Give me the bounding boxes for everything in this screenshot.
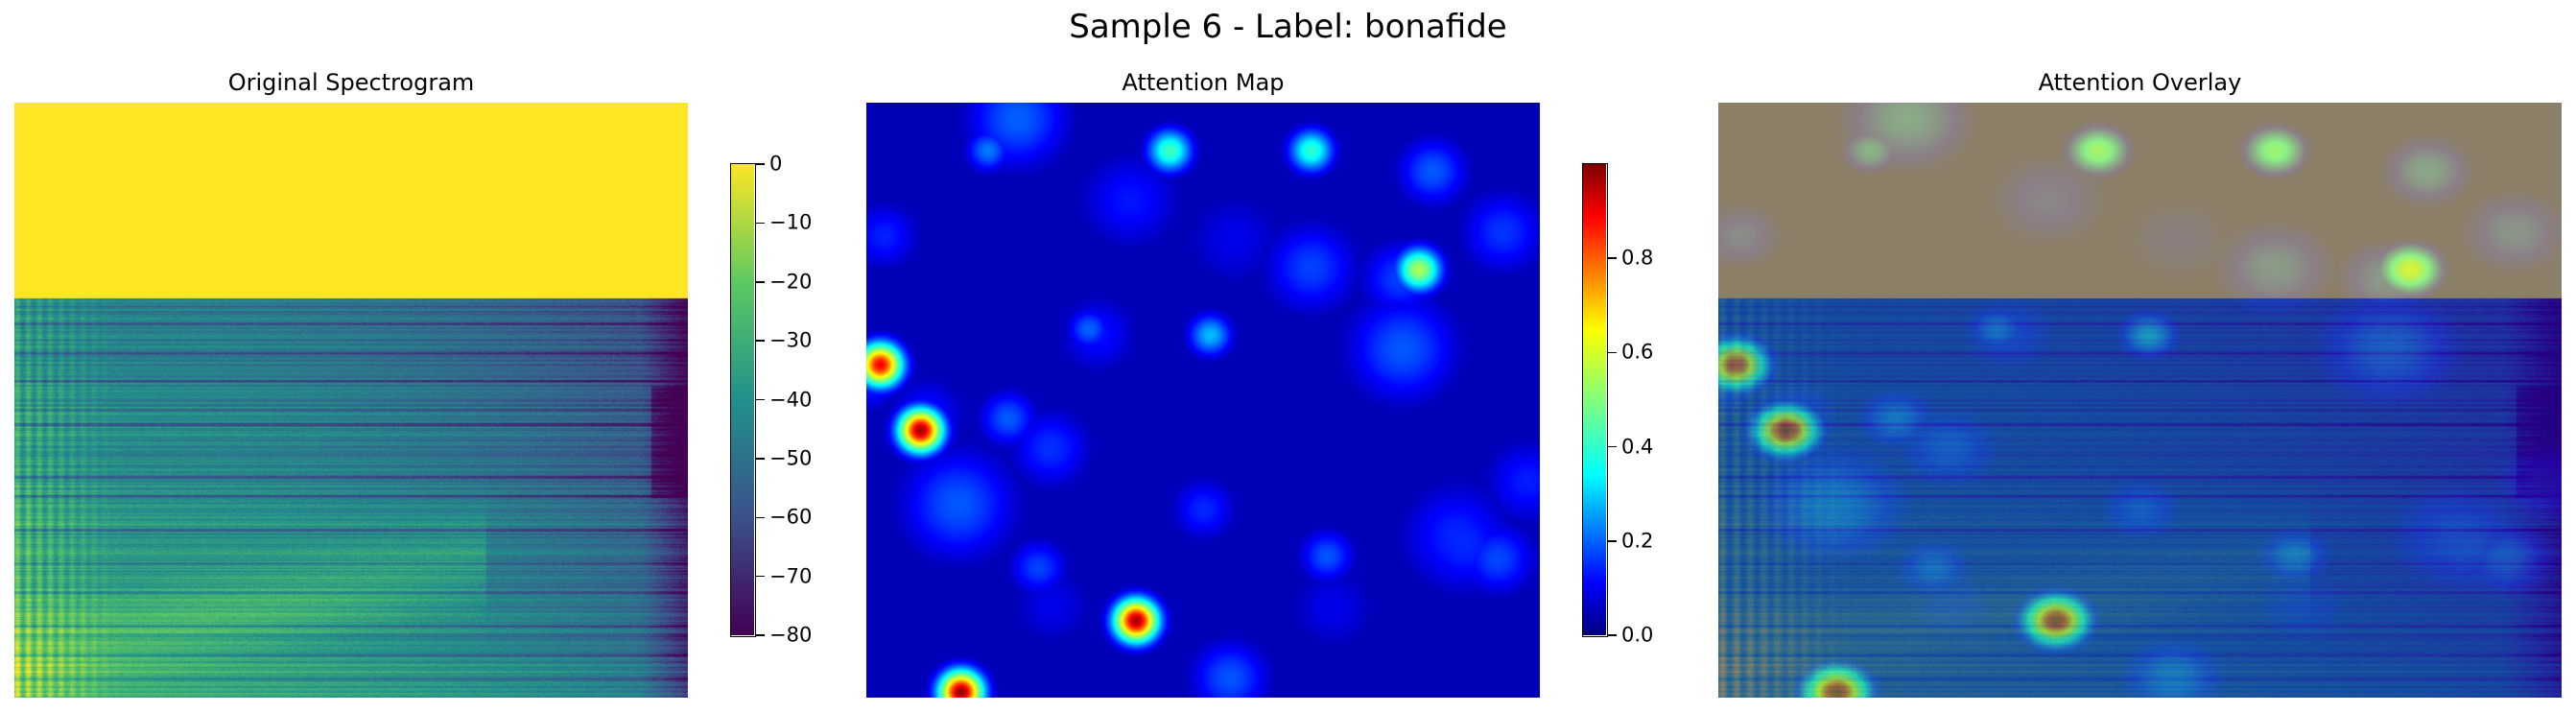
colorbar-tick-label: −60 <box>769 505 813 529</box>
attention-colorbar <box>1582 163 1608 637</box>
colorbar-tick <box>756 398 765 401</box>
colorbar-tick-label: −20 <box>769 270 813 294</box>
colorbar-tick <box>756 575 765 578</box>
colorbar-tick-label: −70 <box>769 564 813 588</box>
colorbar-tick-label: −40 <box>769 388 813 411</box>
colorbar-tick <box>756 516 765 518</box>
spectrogram-image <box>14 103 688 698</box>
attention-overlay-title: Attention Overlay <box>2038 69 2242 96</box>
colorbar-tick-label: −10 <box>769 210 813 234</box>
attention-map-image <box>866 103 1540 698</box>
colorbar-tick <box>1608 351 1617 354</box>
spectrogram-colorbar <box>730 163 756 637</box>
colorbar-tick-label: 0 <box>769 152 783 176</box>
colorbar-tick <box>756 634 765 636</box>
colorbar-tick <box>756 163 765 165</box>
colorbar-tick <box>1608 540 1617 542</box>
colorbar-tick-label: 0.8 <box>1621 246 1654 270</box>
figure-title: Sample 6 - Label: bonafide <box>1069 8 1507 46</box>
colorbar-tick-label: 0.4 <box>1621 435 1654 459</box>
colorbar-tick-label: −30 <box>769 328 813 352</box>
colorbar-tick-label: 0.6 <box>1621 340 1654 364</box>
colorbar-tick <box>756 281 765 283</box>
colorbar-tick <box>1608 445 1617 448</box>
colorbar-tick-label: −80 <box>769 623 813 647</box>
colorbar-tick-label: 0.0 <box>1621 623 1654 647</box>
attention-overlay-image <box>1718 103 2562 698</box>
colorbar-tick <box>756 222 765 225</box>
attention-map-title: Attention Map <box>1122 69 1285 96</box>
colorbar-tick <box>756 340 765 342</box>
colorbar-tick <box>1608 634 1617 636</box>
colorbar-tick <box>756 458 765 460</box>
colorbar-tick <box>1608 257 1617 259</box>
colorbar-tick-label: −50 <box>769 446 813 470</box>
colorbar-tick-label: 0.2 <box>1621 529 1654 553</box>
spectrogram-title: Original Spectrogram <box>227 69 475 96</box>
